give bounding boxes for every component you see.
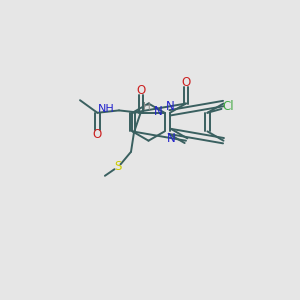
Text: O: O [182,76,190,89]
Text: N: N [166,100,175,113]
Text: N: N [167,131,176,145]
Text: O: O [92,128,101,141]
Text: O: O [136,84,146,98]
Text: N: N [154,105,162,118]
Text: NH: NH [98,104,114,114]
Text: S: S [114,160,121,173]
Text: H: H [143,102,151,112]
Text: Cl: Cl [223,100,234,113]
